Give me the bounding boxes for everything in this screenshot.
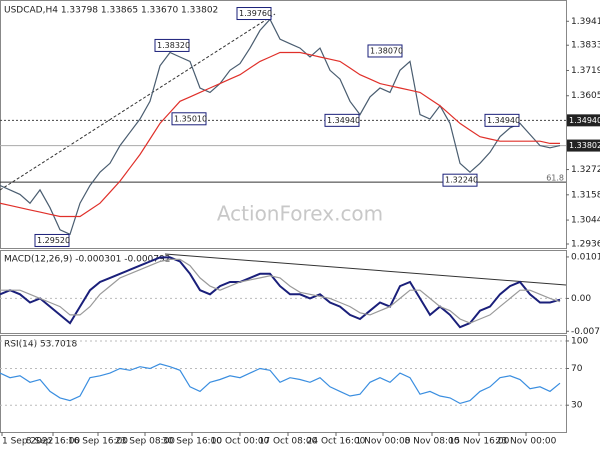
y-tick-label: 1.39410 — [571, 17, 600, 27]
macd-panel — [0, 250, 567, 334]
x-tick-label: 30 Sep 16:00 — [162, 437, 222, 447]
annotation-box — [484, 113, 520, 127]
price-label: 1.34940 — [569, 116, 600, 125]
y-tick-label: 1.30440 — [571, 216, 600, 226]
y-tick-label: 70 — [571, 364, 583, 374]
y-tick-label: 1.31580 — [571, 190, 600, 200]
x-tick-label: 1 Nov 00:00 — [356, 437, 411, 447]
panel-title: USDCAD,H4 1.33798 1.33865 1.33670 1.3380… — [4, 6, 218, 16]
price-box — [567, 114, 600, 127]
annotation-label: 1.38320 — [157, 41, 190, 50]
panel-title: RSI(14) 53.7018 — [4, 340, 77, 350]
y-tick-label: 1.38330 — [571, 41, 600, 51]
y-tick-label: 30 — [571, 401, 583, 411]
annotation-label: 1.35010 — [174, 114, 207, 123]
annotation-label: 1.34940 — [327, 116, 360, 125]
annotation-label: 1.34940 — [487, 116, 520, 125]
annotation-box — [236, 7, 272, 21]
panel-title: MACD(12,26,9) -0.000301 -0.000792 — [4, 255, 170, 265]
series-line — [0, 256, 561, 329]
macd-trend-line — [164, 253, 567, 286]
x-tick-label: 10 Oct 00:00 — [211, 437, 270, 447]
trend-line — [0, 13, 276, 191]
series-line — [0, 51, 560, 218]
series-line — [0, 363, 561, 405]
x-tick-label: 24 Oct 16:00 — [307, 437, 366, 447]
annotation-label: 1.29520 — [37, 236, 70, 245]
annotation-box — [171, 112, 207, 126]
price-panel — [0, 0, 567, 249]
annotation-label: 1.32240 — [445, 176, 478, 185]
annotation-box — [154, 38, 190, 52]
y-tick-label: -0.007998 — [571, 327, 600, 337]
annotation-label: 1.39760 — [239, 9, 272, 18]
x-tick-label: 17 Oct 08:00 — [259, 437, 318, 447]
annotation-box — [324, 113, 360, 127]
annotation-box — [367, 44, 403, 58]
annotation-box — [442, 173, 478, 187]
x-tick-label: 23 Sep 08:00 — [115, 437, 175, 447]
series-line — [0, 258, 561, 324]
y-tick-label: 1.36050 — [571, 91, 600, 101]
y-tick-label: 0.010103 — [571, 252, 600, 262]
series-line — [0, 18, 561, 236]
watermark: ActionForex.com — [217, 202, 383, 226]
y-tick-label: 0.00 — [571, 294, 591, 304]
y-tick-label: 1.29360 — [571, 240, 600, 250]
price-label: 1.33802 — [569, 141, 600, 150]
x-tick-label: 15 Nov 16:00 — [449, 437, 510, 447]
x-tick-label: 16 Sep 16:00 — [68, 437, 128, 447]
x-tick-label: 1 Sep 2022 — [2, 437, 53, 447]
level-label: 61.8 — [546, 174, 564, 183]
y-tick-label: 100 — [571, 336, 588, 346]
annotation-label: 1.38070 — [370, 46, 403, 55]
x-tick-label: 8 Sep 16:00 — [26, 437, 81, 447]
y-tick-label: 1.37190 — [571, 66, 600, 76]
rsi-panel — [0, 335, 567, 433]
x-tick-label: 23 Nov 00:00 — [496, 437, 557, 447]
annotation-box — [34, 233, 70, 247]
x-tick-label: 8 Nov 08:00 — [405, 437, 460, 447]
y-tick-label: 1.32720 — [571, 165, 600, 175]
price-box — [567, 139, 600, 152]
